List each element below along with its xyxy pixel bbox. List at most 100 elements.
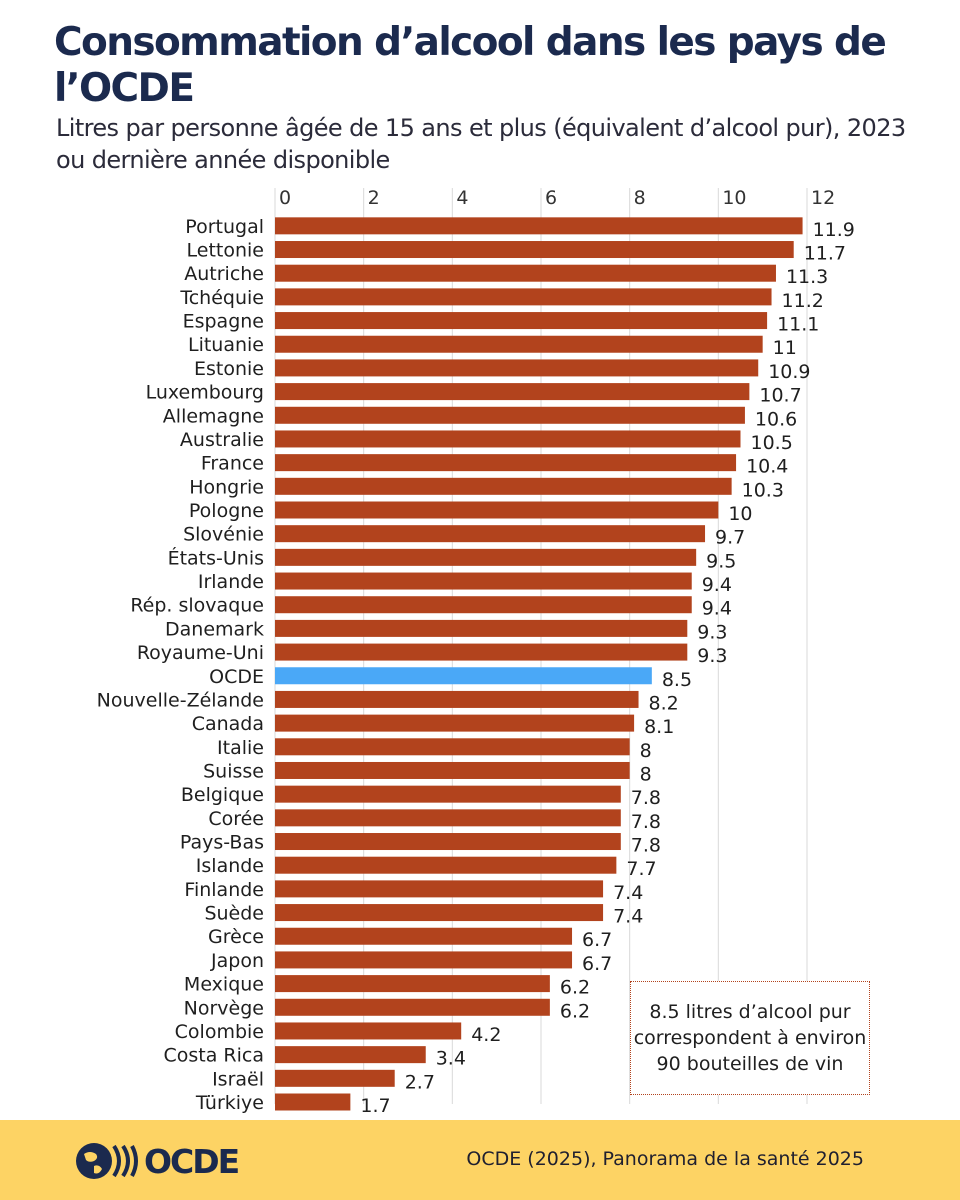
data-label: 7.4 bbox=[613, 906, 643, 928]
data-label: 10.5 bbox=[751, 432, 793, 454]
data-label: 8.1 bbox=[644, 716, 674, 738]
category-label: Italie bbox=[217, 737, 264, 759]
data-label: 8 bbox=[640, 763, 652, 785]
data-label: 9.4 bbox=[702, 598, 732, 620]
data-label: 9.7 bbox=[715, 527, 745, 549]
category-label: Israël bbox=[212, 1068, 264, 1090]
category-label: France bbox=[201, 453, 264, 475]
category-label: Belgique bbox=[181, 784, 264, 806]
bar bbox=[275, 312, 768, 330]
oecd-logo: OCDE bbox=[74, 1140, 240, 1182]
bar bbox=[275, 241, 794, 259]
bar bbox=[275, 501, 719, 519]
data-label: 10.4 bbox=[746, 456, 788, 478]
bar bbox=[275, 643, 688, 661]
category-label: Lettonie bbox=[187, 240, 264, 262]
category-label: Islande bbox=[196, 855, 264, 877]
bar-chart: 0 2 4 6 8 10 12 Portugal 11.9 Lettonie 11.7 Autrich… bbox=[97, 187, 855, 1115]
category-label: Mexique bbox=[184, 974, 264, 996]
bar bbox=[275, 477, 732, 495]
bar bbox=[275, 785, 621, 803]
x-tick-label: 0 bbox=[279, 187, 291, 209]
bar bbox=[275, 619, 688, 637]
bar bbox=[275, 525, 706, 543]
category-label: Allemagne bbox=[163, 405, 264, 427]
category-label: Espagne bbox=[183, 311, 264, 333]
category-label: Pologne bbox=[189, 500, 264, 522]
globe-logo-icon bbox=[76, 1143, 138, 1179]
category-label: Royaume-Uni bbox=[137, 642, 264, 664]
bar bbox=[275, 217, 803, 235]
bar bbox=[275, 738, 630, 756]
bar bbox=[275, 998, 550, 1016]
category-label: Portugal bbox=[185, 216, 264, 238]
category-label: Tchéquie bbox=[179, 287, 264, 309]
footer-band: OCDE OCDE (2025), Panorama de la santé 2… bbox=[0, 1120, 960, 1200]
bar bbox=[275, 690, 639, 708]
category-label: Pays-Bas bbox=[180, 832, 264, 854]
data-label: 11.3 bbox=[786, 266, 828, 288]
data-label: 10 bbox=[728, 503, 752, 525]
bar bbox=[275, 1022, 462, 1040]
category-label: Estonie bbox=[194, 358, 264, 380]
bar bbox=[275, 454, 737, 472]
source-citation: OCDE (2025), Panorama de la santé 2025 bbox=[466, 1148, 864, 1170]
bar bbox=[275, 667, 652, 685]
data-label: 7.8 bbox=[631, 787, 661, 809]
bar bbox=[275, 856, 617, 874]
bar bbox=[275, 264, 776, 282]
category-label: Hongrie bbox=[189, 476, 264, 498]
category-label: Suède bbox=[204, 903, 264, 925]
data-label: 10.7 bbox=[759, 385, 801, 407]
data-label: 8.2 bbox=[649, 692, 679, 714]
x-tick-label: 10 bbox=[722, 187, 746, 209]
bar bbox=[275, 1069, 395, 1087]
bar bbox=[275, 1093, 351, 1111]
category-label: Finlande bbox=[184, 879, 264, 901]
data-label: 2.7 bbox=[405, 1071, 435, 1093]
x-tick-label: 8 bbox=[634, 187, 646, 209]
data-label: 11.2 bbox=[782, 290, 824, 312]
category-label: Japon bbox=[210, 950, 264, 972]
data-label: 10.3 bbox=[742, 479, 784, 501]
bar bbox=[275, 406, 745, 424]
category-label: États-Unis bbox=[168, 546, 264, 569]
data-label: 7.4 bbox=[613, 882, 643, 904]
data-label: 11.7 bbox=[804, 243, 846, 265]
bar bbox=[275, 335, 763, 353]
logo-text: OCDE bbox=[144, 1141, 240, 1181]
bar bbox=[275, 383, 750, 401]
category-label: Norvège bbox=[184, 997, 264, 1019]
category-label: Nouvelle-Zélande bbox=[97, 689, 264, 711]
data-label: 6.2 bbox=[560, 977, 590, 999]
bar bbox=[275, 927, 573, 945]
category-label: Corée bbox=[208, 808, 264, 830]
category-label: Costa Rica bbox=[164, 1045, 265, 1067]
data-label: 10.9 bbox=[768, 361, 810, 383]
x-tick-label: 12 bbox=[811, 187, 835, 209]
data-label: 8 bbox=[640, 740, 652, 762]
x-tick-label: 2 bbox=[368, 187, 380, 209]
x-tick-label: 4 bbox=[456, 187, 468, 209]
bar bbox=[275, 809, 621, 827]
bar bbox=[275, 880, 604, 898]
bar bbox=[275, 572, 692, 590]
category-label: Grèce bbox=[208, 926, 264, 948]
bar bbox=[275, 1046, 426, 1064]
data-label: 6.7 bbox=[582, 929, 612, 951]
category-label: Danemark bbox=[165, 618, 264, 640]
category-label: Slovénie bbox=[183, 524, 264, 546]
bar bbox=[275, 430, 741, 448]
bar bbox=[275, 359, 759, 377]
data-label: 3.4 bbox=[436, 1048, 466, 1070]
x-tick-label: 6 bbox=[545, 187, 557, 209]
data-label: 7.8 bbox=[631, 835, 661, 857]
data-label: 11.1 bbox=[777, 314, 819, 336]
category-label: Irlande bbox=[198, 571, 264, 593]
data-label: 9.5 bbox=[706, 550, 736, 572]
bar bbox=[275, 833, 621, 851]
data-label: 11 bbox=[773, 337, 797, 359]
category-label: OCDE bbox=[209, 666, 264, 688]
category-label: Autriche bbox=[184, 263, 264, 285]
data-label: 4.2 bbox=[471, 1024, 501, 1046]
